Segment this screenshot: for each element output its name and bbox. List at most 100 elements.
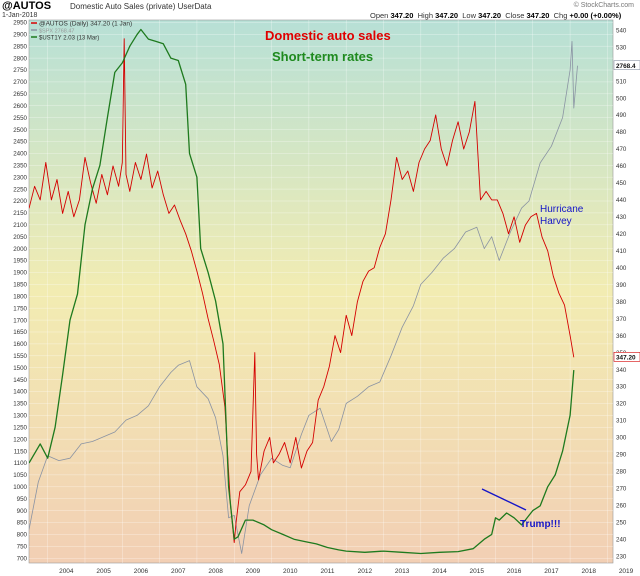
left-tick-label: 2300 [13,174,27,181]
left-tick-label: 1550 [13,353,27,360]
symbol-description: Domestic Auto Sales (private) UserData [70,2,212,11]
left-tick-label: 1300 [13,413,27,420]
open-value: 347.20 [390,11,414,20]
x-tick-label: 2016 [507,568,522,575]
symbol-title: @AUTOS [2,0,52,12]
x-tick-label: 2018 [582,568,597,575]
left-tick-label: 900 [17,508,28,515]
left-tick-label: 1250 [13,424,27,431]
plot-area [28,19,614,564]
brand-label: © StockCharts.com [573,2,634,9]
x-tick-label: 2010 [283,568,298,575]
left-tick-label: 1950 [13,258,27,265]
right-tick-label: 530 [616,44,627,51]
right-tick-label: 360 [616,333,627,340]
x-tick-label: 2005 [96,568,111,575]
right-tick-label: 460 [616,163,627,170]
x-tick-label: 2014 [432,568,447,575]
left-tick-label: 2850 [13,43,27,50]
x-tick-label: 2017 [544,568,559,575]
right-tick-label: 300 [616,435,627,442]
right-tick-label: 440 [616,197,627,204]
left-tick-label: 2600 [13,103,27,110]
right-tick-label: 330 [616,384,627,391]
left-tick-label: 700 [17,555,28,562]
right-tick-label: 240 [616,536,627,543]
left-tick-label: 1350 [13,401,27,408]
close-label: Close [505,11,525,20]
right-tick-label: 470 [616,146,627,153]
quote-line: Open 347.20 High 347.20 Low 347.20 Close… [370,11,621,20]
right-tick-label: 230 [616,553,627,560]
trump-trendline [481,488,527,511]
left-tick-label: 750 [17,544,28,551]
x-tick-label: 2006 [134,568,149,575]
right-tick-label: 340 [616,367,627,374]
annotation-short-rates: Short-term rates [272,49,373,64]
left-tick-label: 1750 [13,305,27,312]
price-tag-1: 347.20 [616,355,636,362]
left-tick-label: 1100 [14,460,28,467]
left-tick-label: 2550 [13,115,27,122]
x-tick-label: 2007 [171,568,186,575]
low-value: 347.20 [478,11,502,20]
open-label: Open [370,11,389,20]
left-tick-label: 2750 [13,67,27,74]
x-tick-label: 2019 [619,568,634,575]
left-tick-label: 2700 [13,79,27,86]
left-tick-label: 2000 [13,246,27,253]
right-tick-label: 290 [616,452,627,459]
left-axis: 700 750 800 850 900 950 1000 1050 1100 1150 1200 12… [13,20,27,563]
series-line-rates [29,28,575,555]
left-tick-label: 1700 [13,317,27,324]
legend-item-spx: $SPX 2768.47 [39,29,74,35]
high-value: 347.20 [435,11,459,20]
annotation-trump: Trump!!! [520,519,561,530]
right-tick-label: 450 [616,180,627,187]
left-tick-label: 2800 [13,55,27,62]
series-line-spx [29,41,578,554]
right-tick-label: 500 [616,95,627,102]
left-tick-label: 2350 [13,162,27,169]
price-tag-box [613,352,640,362]
left-tick-label: 1050 [13,472,27,479]
legend-item-rates: $UST1Y 2.03 (13 Mar) [39,36,99,42]
close-value: 347.20 [526,11,550,20]
right-tick-label: 320 [616,401,627,408]
right-tick-label: 250 [616,519,627,526]
left-tick-label: 2050 [13,234,27,241]
price-tag-0: 2768.4 [616,63,636,70]
left-tick-label: 1800 [13,293,27,300]
right-tick-label: 410 [616,248,627,255]
left-tick-label: 1900 [13,270,27,277]
left-tick-label: 1500 [13,365,27,372]
x-tick-label: 2012 [358,568,373,575]
left-tick-label: 2250 [13,186,27,193]
left-tick-label: 1400 [13,389,27,396]
series-line-autos [29,38,575,544]
right-axis: 2302402502602702802903003103203303403503… [616,27,627,560]
left-tick-label: 2150 [13,210,27,217]
price-labels: 2768.4 347.20 [613,60,640,362]
right-tick-label: 390 [616,282,627,289]
chg-label: Chg [553,11,568,20]
right-tick-label: 400 [616,265,627,272]
x-tick-label: 2009 [246,568,261,575]
left-tick-label: 1650 [13,329,27,336]
x-tick-label: 2013 [395,568,410,575]
right-tick-label: 540 [616,27,627,34]
annotation-hurricane: Hurricane [540,204,584,215]
right-tick-label: 380 [616,299,627,306]
right-tick-label: 370 [616,316,627,323]
left-tick-label: 850 [17,520,28,527]
annotation-auto-sales: Domestic auto sales [265,28,391,43]
grid [29,20,613,563]
x-tick-label: 2011 [321,568,335,575]
left-tick-label: 2650 [13,91,27,98]
right-tick-label: 430 [616,214,627,221]
right-tick-label: 310 [616,418,627,425]
left-tick-label: 1150 [14,448,28,455]
left-tick-label: 2200 [13,198,27,205]
left-tick-label: 950 [17,496,28,503]
